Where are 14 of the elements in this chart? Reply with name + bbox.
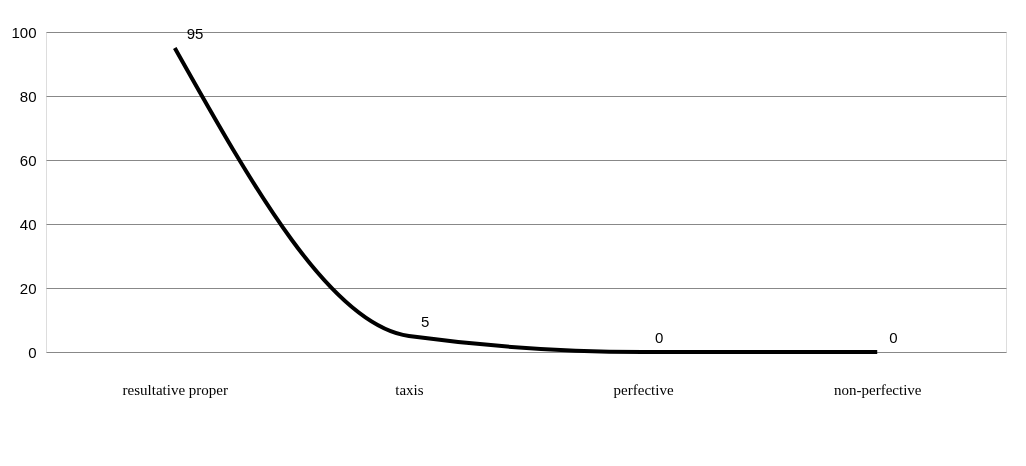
y-tick-label: 20 bbox=[19, 279, 37, 297]
data-label: 0 bbox=[655, 329, 664, 346]
y-tick-label: 40 bbox=[19, 215, 37, 233]
y-tick-label: 60 bbox=[19, 151, 37, 169]
x-tick-label: resultative proper bbox=[122, 381, 228, 398]
y-tick-label: 100 bbox=[11, 23, 37, 41]
y-tick-label: 80 bbox=[19, 87, 37, 105]
data-label: 5 bbox=[420, 313, 430, 330]
x-tick-label: taxis bbox=[395, 381, 424, 398]
data-label: 0 bbox=[889, 329, 898, 346]
y-tick-label: 0 bbox=[28, 343, 37, 361]
x-tick-label: non-perfective bbox=[833, 381, 922, 398]
x-tick-label: perfective bbox=[613, 381, 674, 398]
data-label: 95 bbox=[186, 25, 204, 42]
